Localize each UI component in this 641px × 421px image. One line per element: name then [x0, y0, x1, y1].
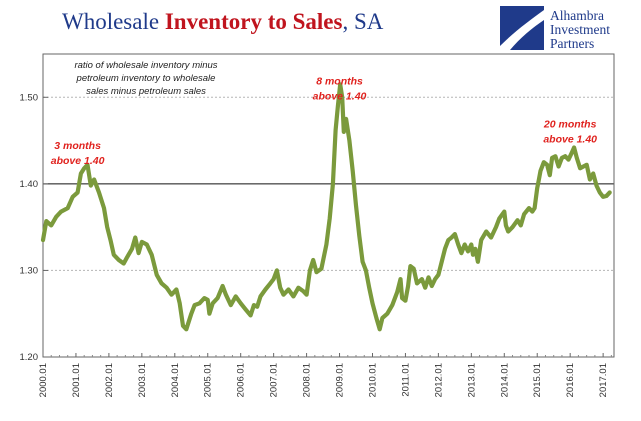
title-part-2: , SA — [342, 9, 384, 34]
chart-note: ratio of wholesale inventory minus petrol… — [74, 60, 217, 97]
x-tick-label: 2006.01 — [236, 363, 247, 397]
series-layer — [40, 82, 612, 332]
x-tick-label: 2000.01 — [38, 363, 49, 397]
x-axis: 2000.01 2001.01 2002.01 2003.01 2004.01 2005.… — [38, 353, 612, 397]
company-logo: Alhambra Investment Partners — [500, 6, 640, 58]
annotation-1-line: 8 months — [316, 75, 363, 87]
x-tick-label: 2005.01 — [203, 363, 214, 397]
note-line: petroleum inventory to wholesale — [76, 73, 216, 84]
y-tick-label: 1.30 — [20, 265, 39, 276]
x-tick-label: 2002.01 — [104, 363, 115, 397]
x-tick-label: 2013.01 — [466, 363, 477, 397]
x-tick-label: 2009.01 — [335, 363, 346, 397]
x-tick-label: 2012.01 — [433, 363, 444, 397]
annotations: 3 months above 1.40 8 months above 1.40 20 m… — [51, 75, 597, 167]
x-tick-label: 2004.01 — [170, 363, 181, 397]
plot-frame — [42, 53, 615, 358]
note-line: sales minus petroleum sales — [86, 86, 206, 97]
x-tick-label: 2010.01 — [367, 363, 378, 397]
x-tick-label: 2017.01 — [598, 363, 609, 397]
logo-text-line-1: Alhambra — [550, 8, 604, 23]
chart-title: Wholesale Inventory to Sales, SA — [62, 9, 383, 35]
note-line: ratio of wholesale inventory minus — [74, 60, 217, 71]
annotation-0-line: 3 months — [54, 140, 101, 152]
annotation-0-line: above 1.40 — [51, 155, 105, 167]
series-line-0 — [40, 82, 612, 332]
plot-border — [42, 53, 615, 358]
title-part-1: Wholesale — [62, 9, 165, 34]
y-tick-label: 1.20 — [20, 352, 39, 363]
x-tick-label: 2007.01 — [269, 363, 280, 397]
y-axis: 1.20 1.30 1.40 1.50 — [20, 92, 48, 363]
y-tick-label: 1.50 — [20, 92, 39, 103]
x-tick-label: 2008.01 — [302, 363, 313, 397]
logo-text-line-3: Partners — [550, 36, 595, 51]
x-tick-label: 2016.01 — [565, 363, 576, 397]
x-tick-label: 2015.01 — [532, 363, 543, 397]
annotation-1-line: above 1.40 — [313, 90, 367, 102]
x-tick-label: 2003.01 — [137, 363, 148, 397]
logo-text-line-2: Investment — [550, 22, 610, 37]
title-highlight: Inventory to Sales — [164, 9, 343, 34]
annotation-2-line: above 1.40 — [543, 134, 597, 146]
logo-mark-icon — [500, 6, 544, 50]
y-tick-label: 1.40 — [20, 179, 39, 190]
x-tick-label: 2001.01 — [71, 363, 82, 397]
x-tick-label: 2011.01 — [400, 363, 411, 397]
annotation-2-line: 20 months — [543, 119, 597, 131]
gridlines — [43, 96, 614, 271]
x-tick-label: 2014.01 — [499, 363, 510, 397]
